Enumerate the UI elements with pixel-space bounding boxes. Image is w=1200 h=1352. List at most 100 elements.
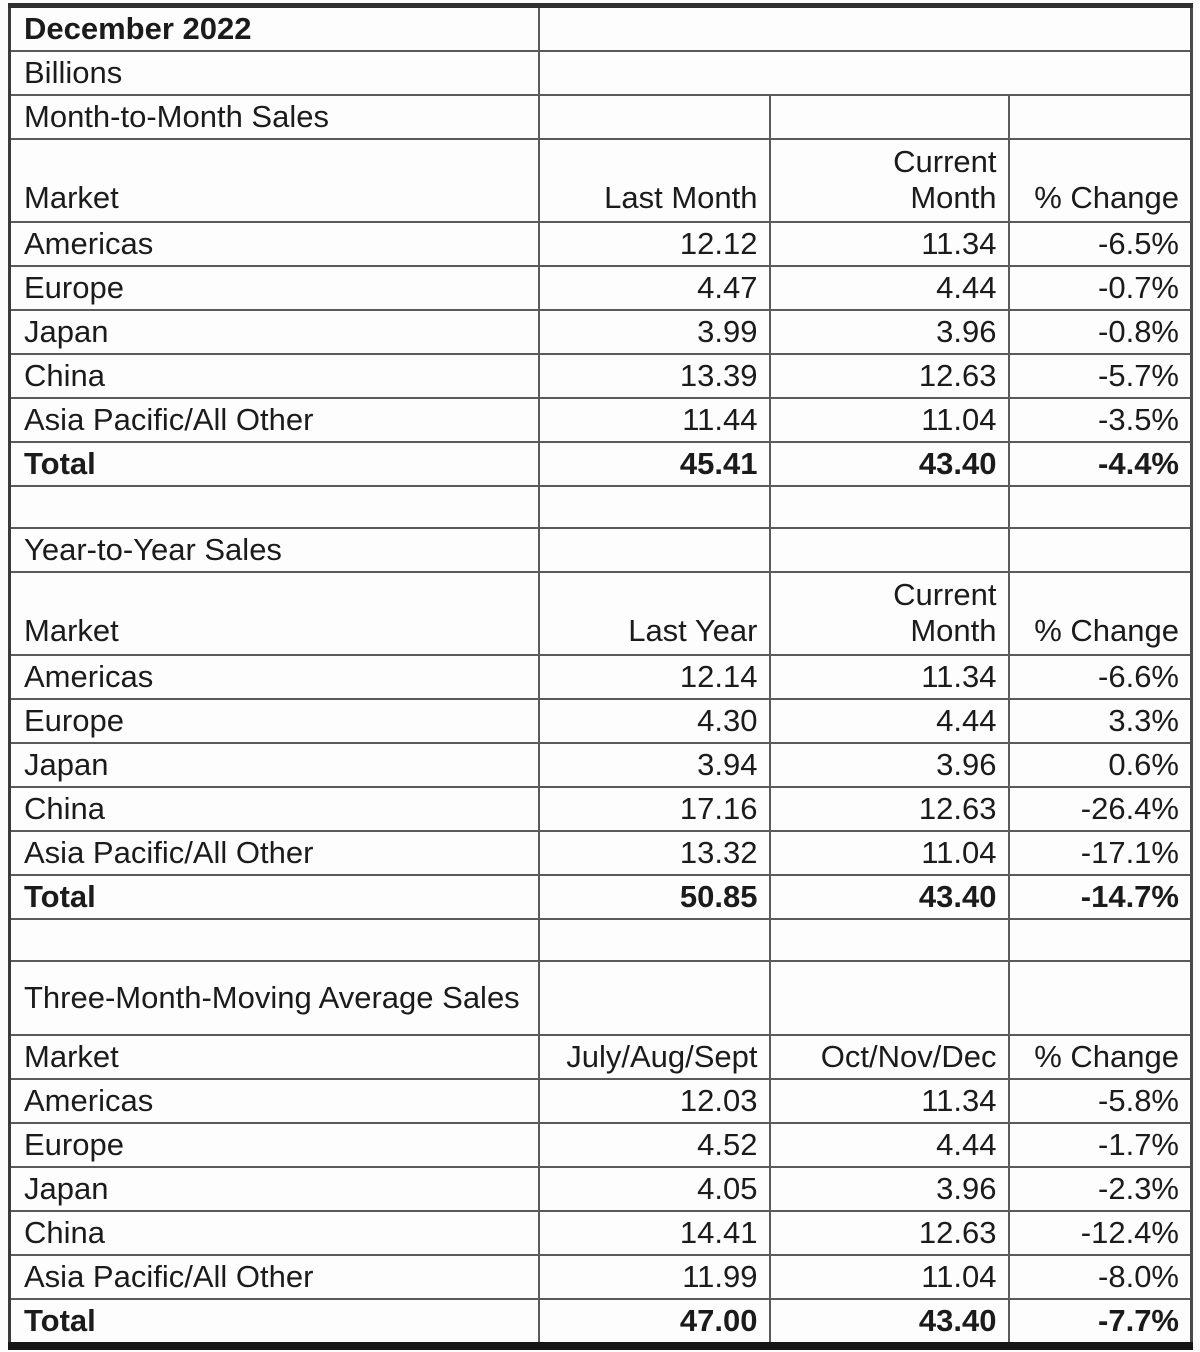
current-value-cell: 12.63 bbox=[768, 786, 1010, 832]
market-cell: Europe bbox=[8, 265, 540, 311]
empty-cell bbox=[768, 960, 1010, 1036]
empty-cell bbox=[1007, 960, 1193, 1036]
prev-value-cell: 17.16 bbox=[537, 786, 771, 832]
change-value-cell: -5.7% bbox=[1007, 353, 1193, 399]
market-cell: Europe bbox=[8, 698, 540, 744]
table-row: Europe 4.47 4.44 -0.7% bbox=[8, 265, 1193, 311]
table-header-row: Market July/Aug/Sept Oct/Nov/Dec % Chang… bbox=[8, 1034, 1193, 1080]
empty-cell bbox=[8, 918, 540, 962]
current-value-cell: 4.44 bbox=[768, 1122, 1010, 1168]
empty-cell bbox=[537, 960, 771, 1036]
table-total-row: Total 47.00 43.40 -7.7% bbox=[8, 1298, 1193, 1347]
table-row: Three-Month-Moving Average Sales bbox=[8, 960, 1193, 1036]
market-cell: China bbox=[8, 786, 540, 832]
prev-value-cell: 4.30 bbox=[537, 698, 771, 744]
total-change-cell: -4.4% bbox=[1007, 441, 1193, 487]
table-header-row: Market Last Year Current Month % Change bbox=[8, 571, 1193, 656]
column-header-market: Market bbox=[8, 1034, 540, 1080]
total-prev-cell: 47.00 bbox=[537, 1298, 771, 1347]
current-value-cell: 4.44 bbox=[768, 698, 1010, 744]
change-value-cell: -12.4% bbox=[1007, 1210, 1193, 1256]
empty-cell bbox=[537, 4, 1193, 52]
empty-cell bbox=[537, 50, 1193, 96]
change-value-cell: -8.0% bbox=[1007, 1254, 1193, 1300]
current-value-cell: 4.44 bbox=[768, 265, 1010, 311]
current-value-cell: 12.63 bbox=[768, 353, 1010, 399]
empty-cell bbox=[768, 485, 1010, 529]
table-row: Japan 4.05 3.96 -2.3% bbox=[8, 1166, 1193, 1212]
column-header-oct-nov-dec: Oct/Nov/Dec bbox=[768, 1034, 1010, 1080]
column-header-market: Market bbox=[8, 571, 540, 656]
market-cell: Asia Pacific/All Other bbox=[8, 830, 540, 876]
total-current-cell: 43.40 bbox=[768, 441, 1010, 487]
change-value-cell: -6.5% bbox=[1007, 221, 1193, 267]
total-label-cell: Total bbox=[8, 1298, 540, 1347]
empty-cell bbox=[537, 485, 771, 529]
change-value-cell: 3.3% bbox=[1007, 698, 1193, 744]
section-title-month-to-month: Month-to-Month Sales bbox=[8, 94, 540, 140]
table-row: Japan 3.99 3.96 -0.8% bbox=[8, 309, 1193, 355]
change-value-cell: -6.6% bbox=[1007, 654, 1193, 700]
current-value-cell: 3.96 bbox=[768, 742, 1010, 788]
current-value-cell: 3.96 bbox=[768, 309, 1010, 355]
table-row: Month-to-Month Sales bbox=[8, 94, 1193, 140]
spacer-row bbox=[8, 485, 1193, 529]
table-row: China 14.41 12.63 -12.4% bbox=[8, 1210, 1193, 1256]
market-cell: Asia Pacific/All Other bbox=[8, 397, 540, 443]
market-cell: Japan bbox=[8, 309, 540, 355]
current-value-cell: 3.96 bbox=[768, 1166, 1010, 1212]
empty-cell bbox=[537, 918, 771, 962]
change-value-cell: 0.6% bbox=[1007, 742, 1193, 788]
table-row: Japan 3.94 3.96 0.6% bbox=[8, 742, 1193, 788]
current-value-cell: 11.34 bbox=[768, 221, 1010, 267]
empty-cell bbox=[1007, 527, 1193, 573]
empty-cell bbox=[768, 527, 1010, 573]
change-value-cell: -0.8% bbox=[1007, 309, 1193, 355]
change-value-cell: -3.5% bbox=[1007, 397, 1193, 443]
prev-value-cell: 3.94 bbox=[537, 742, 771, 788]
empty-cell bbox=[537, 94, 771, 140]
prev-value-cell: 4.52 bbox=[537, 1122, 771, 1168]
change-value-cell: -1.7% bbox=[1007, 1122, 1193, 1168]
current-value-cell: 11.34 bbox=[768, 654, 1010, 700]
total-change-cell: -14.7% bbox=[1007, 874, 1193, 920]
current-value-cell: 11.04 bbox=[768, 397, 1010, 443]
total-prev-cell: 45.41 bbox=[537, 441, 771, 487]
total-prev-cell: 50.85 bbox=[537, 874, 771, 920]
total-change-cell: -7.7% bbox=[1007, 1298, 1193, 1347]
table-row: Billions bbox=[8, 50, 1193, 96]
column-header-current-month: Current Month bbox=[768, 138, 1010, 223]
column-header-last-year: Last Year bbox=[537, 571, 771, 656]
prev-value-cell: 13.32 bbox=[537, 830, 771, 876]
current-value-cell: 11.34 bbox=[768, 1078, 1010, 1124]
column-header-pct-change: % Change bbox=[1007, 1034, 1193, 1080]
market-cell: Americas bbox=[8, 654, 540, 700]
change-value-cell: -2.3% bbox=[1007, 1166, 1193, 1212]
current-value-cell: 12.63 bbox=[768, 1210, 1010, 1256]
current-value-cell: 11.04 bbox=[768, 1254, 1010, 1300]
table-row: Asia Pacific/All Other 11.99 11.04 -8.0% bbox=[8, 1254, 1193, 1300]
sales-report-table: December 2022 Billions Month-to-Month Sa… bbox=[8, 3, 1193, 1350]
column-header-july-aug-sept: July/Aug/Sept bbox=[537, 1034, 771, 1080]
column-header-current-month: Current Month bbox=[768, 571, 1010, 656]
empty-cell bbox=[1007, 94, 1193, 140]
total-label-cell: Total bbox=[8, 441, 540, 487]
table-row: Asia Pacific/All Other 11.44 11.04 -3.5% bbox=[8, 397, 1193, 443]
empty-cell bbox=[1007, 918, 1193, 962]
column-header-pct-change: % Change bbox=[1007, 571, 1193, 656]
prev-value-cell: 12.14 bbox=[537, 654, 771, 700]
column-header-market: Market bbox=[8, 138, 540, 223]
empty-cell bbox=[537, 527, 771, 573]
empty-cell bbox=[8, 485, 540, 529]
market-cell: China bbox=[8, 353, 540, 399]
prev-value-cell: 11.44 bbox=[537, 397, 771, 443]
prev-value-cell: 14.41 bbox=[537, 1210, 771, 1256]
total-current-cell: 43.40 bbox=[768, 874, 1010, 920]
prev-value-cell: 12.03 bbox=[537, 1078, 771, 1124]
prev-value-cell: 12.12 bbox=[537, 221, 771, 267]
table-row: Europe 4.52 4.44 -1.7% bbox=[8, 1122, 1193, 1168]
units-label: Billions bbox=[8, 50, 540, 96]
empty-cell bbox=[1007, 485, 1193, 529]
table-row: Americas 12.03 11.34 -5.8% bbox=[8, 1078, 1193, 1124]
table-row: Americas 12.14 11.34 -6.6% bbox=[8, 654, 1193, 700]
